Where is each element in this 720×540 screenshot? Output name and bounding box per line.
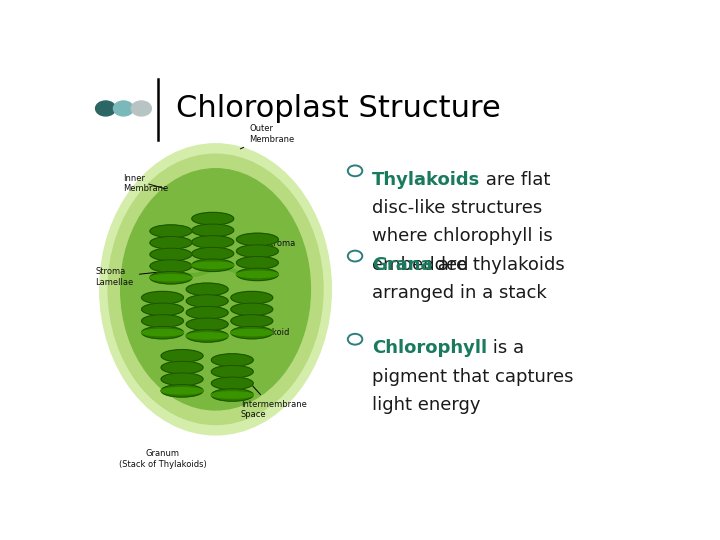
Ellipse shape bbox=[161, 349, 203, 362]
Text: Outer
Membrane: Outer Membrane bbox=[240, 124, 294, 149]
Text: Grana: Grana bbox=[372, 256, 432, 274]
Text: embedded: embedded bbox=[372, 255, 468, 274]
Ellipse shape bbox=[236, 268, 279, 281]
Ellipse shape bbox=[186, 283, 228, 295]
Ellipse shape bbox=[231, 329, 273, 336]
Text: Thylakoid: Thylakoid bbox=[235, 323, 289, 338]
Ellipse shape bbox=[231, 292, 273, 304]
Ellipse shape bbox=[192, 259, 234, 272]
Ellipse shape bbox=[192, 262, 234, 268]
Ellipse shape bbox=[186, 318, 228, 330]
Ellipse shape bbox=[236, 233, 279, 246]
Ellipse shape bbox=[231, 303, 273, 315]
Ellipse shape bbox=[212, 366, 253, 378]
Ellipse shape bbox=[192, 224, 234, 237]
Text: light energy: light energy bbox=[372, 396, 480, 414]
Ellipse shape bbox=[192, 212, 234, 225]
Ellipse shape bbox=[100, 144, 331, 435]
Ellipse shape bbox=[150, 272, 192, 284]
Ellipse shape bbox=[150, 225, 192, 238]
Ellipse shape bbox=[142, 292, 184, 304]
Ellipse shape bbox=[142, 326, 184, 339]
Text: pigment that captures: pigment that captures bbox=[372, 368, 573, 386]
Ellipse shape bbox=[121, 168, 310, 410]
Text: are thylakoids: are thylakoids bbox=[432, 256, 565, 274]
Ellipse shape bbox=[150, 248, 192, 261]
Text: Intermembrane
Space: Intermembrane Space bbox=[240, 381, 307, 419]
Ellipse shape bbox=[186, 306, 228, 319]
Text: Granum
(Stack of Thylakoids): Granum (Stack of Thylakoids) bbox=[119, 449, 207, 469]
Ellipse shape bbox=[150, 274, 192, 281]
Ellipse shape bbox=[212, 354, 253, 366]
Ellipse shape bbox=[142, 315, 184, 327]
Text: Stroma: Stroma bbox=[257, 239, 296, 248]
Ellipse shape bbox=[236, 245, 279, 258]
Ellipse shape bbox=[150, 237, 192, 249]
Text: is a: is a bbox=[487, 339, 524, 357]
Text: where chlorophyll is: where chlorophyll is bbox=[372, 227, 552, 245]
Text: Chlorophyll: Chlorophyll bbox=[372, 339, 487, 357]
Ellipse shape bbox=[192, 247, 234, 260]
Ellipse shape bbox=[236, 271, 279, 278]
Ellipse shape bbox=[161, 373, 203, 386]
Ellipse shape bbox=[150, 260, 192, 272]
Circle shape bbox=[131, 101, 151, 116]
Ellipse shape bbox=[161, 384, 203, 397]
Text: Thylakoids: Thylakoids bbox=[372, 171, 480, 189]
Text: disc-like structures: disc-like structures bbox=[372, 199, 542, 217]
Text: Inner
Membrane: Inner Membrane bbox=[124, 173, 168, 193]
Text: Chloroplast Structure: Chloroplast Structure bbox=[176, 94, 501, 123]
Circle shape bbox=[96, 101, 116, 116]
Text: arranged in a stack: arranged in a stack bbox=[372, 285, 546, 302]
Ellipse shape bbox=[212, 377, 253, 389]
Ellipse shape bbox=[186, 329, 228, 342]
Text: Stroma
Lamellae: Stroma Lamellae bbox=[96, 267, 170, 287]
Ellipse shape bbox=[161, 388, 203, 394]
Ellipse shape bbox=[142, 329, 184, 336]
Ellipse shape bbox=[186, 295, 228, 307]
Ellipse shape bbox=[108, 154, 323, 424]
Ellipse shape bbox=[161, 361, 203, 374]
Ellipse shape bbox=[231, 326, 273, 339]
Ellipse shape bbox=[192, 235, 234, 248]
Text: are flat: are flat bbox=[480, 171, 550, 189]
Ellipse shape bbox=[236, 256, 279, 269]
Ellipse shape bbox=[231, 315, 273, 327]
Ellipse shape bbox=[186, 333, 228, 339]
Ellipse shape bbox=[212, 392, 253, 398]
Circle shape bbox=[114, 101, 133, 116]
Ellipse shape bbox=[142, 303, 184, 315]
Ellipse shape bbox=[212, 389, 253, 401]
